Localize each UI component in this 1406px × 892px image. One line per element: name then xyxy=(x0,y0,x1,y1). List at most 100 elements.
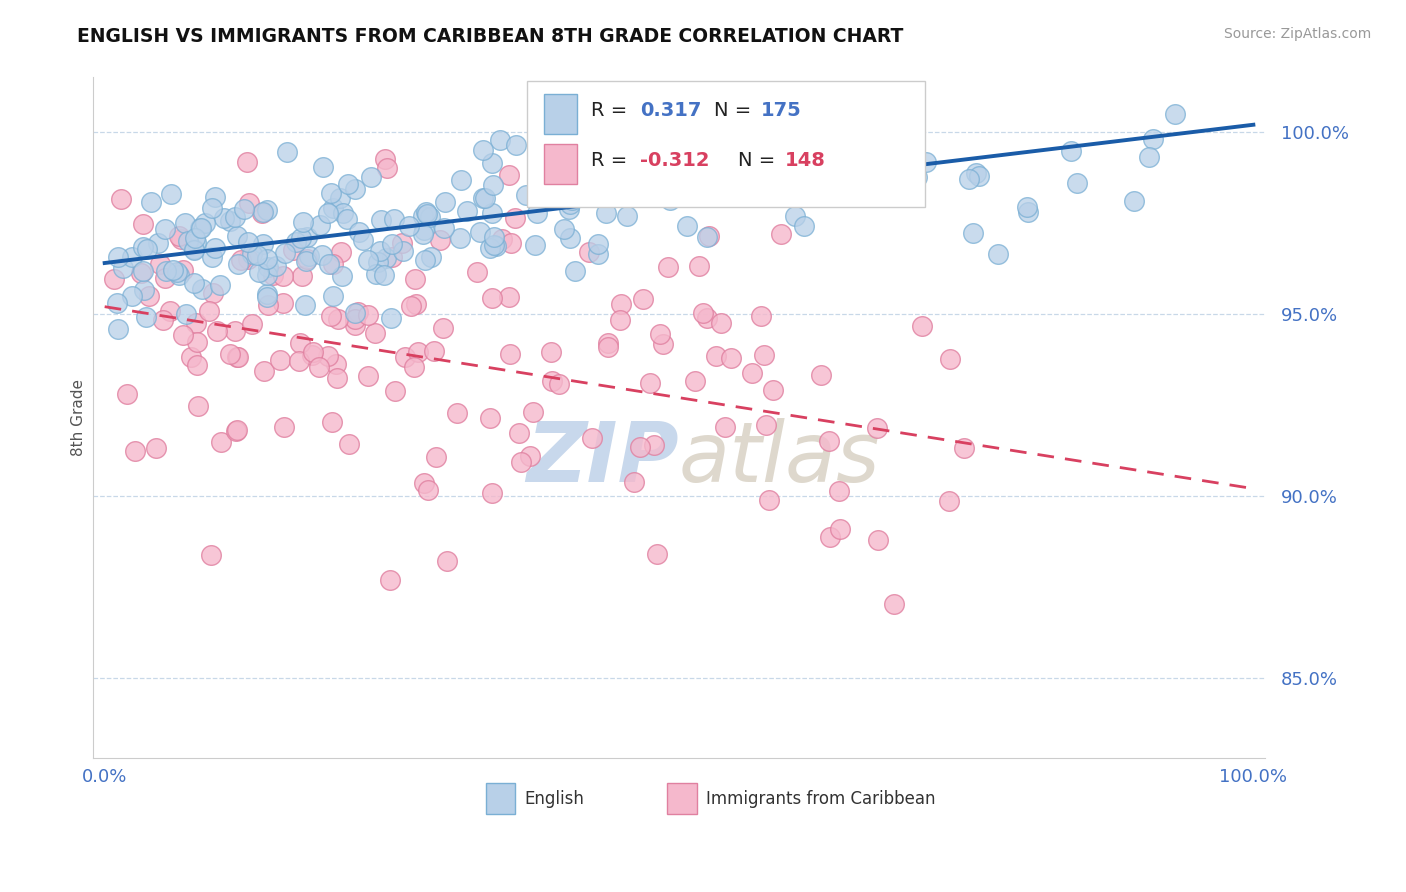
Point xyxy=(174,307,197,321)
Point xyxy=(886,161,908,176)
Point xyxy=(238,252,260,266)
Point xyxy=(343,318,366,333)
Point xyxy=(172,327,194,342)
Point xyxy=(152,313,174,327)
Point xyxy=(298,249,321,263)
Point xyxy=(273,296,295,310)
Point xyxy=(962,226,984,240)
Point xyxy=(485,239,508,253)
Point xyxy=(793,219,815,233)
Point xyxy=(301,348,323,362)
Point xyxy=(132,264,155,278)
Point xyxy=(628,440,651,454)
Point xyxy=(526,206,548,220)
Point xyxy=(709,317,731,331)
Point xyxy=(256,268,278,282)
Point xyxy=(107,250,129,264)
Point xyxy=(579,178,602,192)
Point xyxy=(373,268,395,282)
Point xyxy=(332,206,354,220)
Point xyxy=(103,272,125,286)
Point xyxy=(654,189,676,203)
Point xyxy=(256,202,278,217)
Point xyxy=(187,399,209,413)
Point xyxy=(415,205,437,219)
Point xyxy=(292,215,315,229)
Point xyxy=(704,349,727,363)
Point xyxy=(121,250,143,264)
Point xyxy=(364,268,387,282)
Point xyxy=(433,221,456,235)
Point xyxy=(714,420,737,434)
Point xyxy=(555,132,578,146)
Point xyxy=(201,250,224,264)
Point xyxy=(564,264,586,278)
Point xyxy=(288,335,311,350)
Point xyxy=(1137,150,1160,164)
Point xyxy=(202,286,225,301)
Point xyxy=(914,155,936,169)
Point xyxy=(561,193,583,207)
Point xyxy=(201,202,224,216)
Point xyxy=(219,213,242,227)
Point xyxy=(595,205,617,219)
Point xyxy=(316,206,339,220)
Point xyxy=(170,232,193,246)
Point xyxy=(394,350,416,364)
Point xyxy=(149,257,172,271)
Point xyxy=(318,349,340,363)
Point xyxy=(246,247,269,261)
Point xyxy=(184,235,207,250)
Point xyxy=(240,247,263,261)
Point xyxy=(832,142,855,156)
Point xyxy=(225,424,247,438)
Point xyxy=(481,485,503,500)
Point xyxy=(432,321,454,335)
Point xyxy=(609,107,631,121)
Point xyxy=(290,230,312,244)
Point xyxy=(360,169,382,184)
Point xyxy=(252,205,274,219)
Point xyxy=(336,178,359,192)
Point xyxy=(471,143,494,157)
Point xyxy=(344,182,367,196)
Point xyxy=(420,250,443,264)
Point xyxy=(401,299,423,313)
Point xyxy=(148,235,170,250)
Point xyxy=(357,308,380,322)
Point xyxy=(155,271,177,285)
Point xyxy=(482,178,505,192)
Point xyxy=(190,282,212,296)
Point xyxy=(676,219,699,233)
Text: 0.317: 0.317 xyxy=(640,102,702,120)
Point xyxy=(197,304,219,318)
Point xyxy=(380,311,402,326)
Point xyxy=(162,262,184,277)
Point xyxy=(425,450,447,465)
Point xyxy=(413,476,436,491)
Point xyxy=(226,423,249,437)
Point xyxy=(110,192,132,206)
Point xyxy=(911,319,934,334)
Point xyxy=(758,492,780,507)
Point xyxy=(548,377,571,392)
Text: ZIP: ZIP xyxy=(526,418,679,499)
Point xyxy=(311,248,333,262)
Point xyxy=(167,268,190,282)
Point xyxy=(166,265,188,279)
Point xyxy=(695,123,717,137)
Point xyxy=(957,171,980,186)
Point xyxy=(468,225,491,239)
Point xyxy=(471,191,494,205)
Point xyxy=(337,436,360,450)
Point xyxy=(391,235,413,250)
Point xyxy=(381,250,404,264)
Point xyxy=(866,533,889,548)
Point xyxy=(883,597,905,611)
Point xyxy=(287,354,309,368)
Point xyxy=(236,155,259,169)
Point xyxy=(623,475,645,490)
Text: Source: ZipAtlas.com: Source: ZipAtlas.com xyxy=(1223,27,1371,41)
Point xyxy=(173,216,195,230)
Point xyxy=(967,169,990,184)
